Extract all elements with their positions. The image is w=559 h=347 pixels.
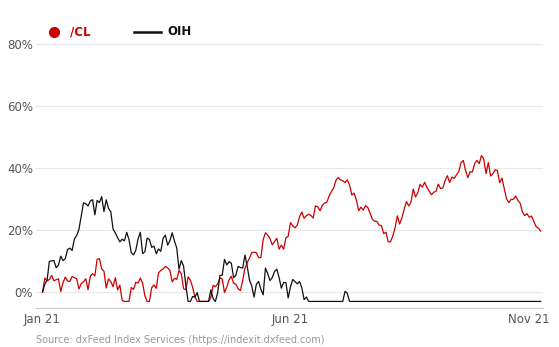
Text: Source: dxFeed Index Services (https://indexit.dxfeed.com): Source: dxFeed Index Services (https://i… [36,335,324,345]
Text: /CL: /CL [70,25,91,38]
Text: OIH: OIH [168,25,192,38]
